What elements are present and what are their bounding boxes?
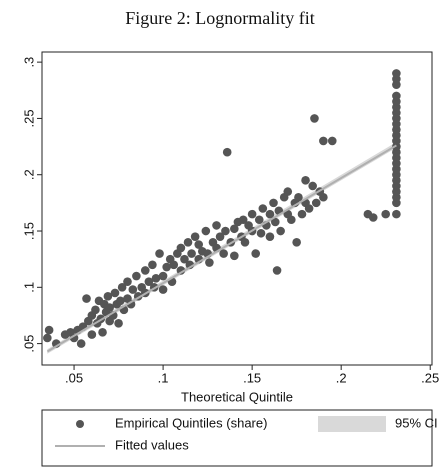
point — [158, 271, 168, 281]
point — [155, 249, 164, 258]
point — [230, 224, 239, 234]
chart-title: Figure 2: Lognormality fit — [125, 8, 314, 28]
point — [117, 283, 127, 292]
point — [311, 198, 321, 208]
x-tick-label: .15 — [243, 370, 261, 385]
point — [297, 209, 307, 219]
point — [327, 136, 337, 146]
point — [319, 136, 328, 146]
point — [180, 254, 189, 264]
point — [187, 249, 196, 258]
point — [219, 249, 228, 258]
point — [76, 339, 86, 348]
point — [194, 240, 204, 249]
point — [392, 91, 401, 101]
point — [105, 303, 114, 312]
point — [238, 215, 248, 225]
point — [269, 198, 278, 208]
point — [240, 237, 250, 247]
point — [368, 213, 378, 222]
point — [114, 319, 123, 328]
point — [381, 209, 390, 219]
x-tick-label: .2 — [336, 370, 347, 385]
point — [201, 226, 211, 236]
point — [301, 176, 310, 185]
point — [221, 226, 230, 236]
point — [251, 249, 260, 258]
point — [132, 271, 141, 281]
point — [162, 262, 171, 272]
y-tick-label: .05 — [21, 335, 36, 353]
point — [310, 114, 319, 123]
point — [276, 226, 285, 236]
x-tick-label: .05 — [65, 370, 83, 385]
point — [205, 258, 214, 267]
legend-marker — [76, 420, 84, 428]
point — [128, 285, 138, 294]
fit-line — [46, 144, 397, 353]
point — [69, 333, 79, 343]
point — [190, 232, 200, 241]
point — [140, 266, 150, 275]
point — [103, 292, 113, 301]
x-tick-label: .1 — [158, 370, 169, 385]
legend-swatch — [318, 416, 386, 432]
point — [158, 285, 168, 294]
point — [392, 69, 401, 78]
point — [212, 221, 221, 230]
point — [272, 266, 282, 275]
point — [87, 330, 97, 339]
point — [319, 192, 328, 202]
y-tick-label: .2 — [21, 169, 36, 180]
point — [265, 209, 275, 219]
y-tick-label: .1 — [21, 282, 36, 293]
point — [82, 294, 91, 303]
point — [254, 215, 264, 225]
point — [304, 204, 314, 213]
legend-label: Fitted values — [115, 437, 189, 452]
x-tick-label: .25 — [421, 370, 439, 385]
point — [215, 232, 225, 241]
point — [270, 217, 280, 227]
point — [183, 237, 193, 247]
legend-box — [41, 409, 433, 467]
point — [308, 181, 317, 191]
point — [110, 288, 120, 298]
y-tick-label: .3 — [21, 57, 36, 68]
point — [176, 243, 186, 253]
point — [116, 296, 125, 306]
point — [123, 277, 132, 286]
point — [392, 209, 401, 219]
y-tick-label: .25 — [21, 109, 36, 127]
point — [247, 209, 257, 219]
point — [169, 260, 179, 270]
point — [294, 192, 303, 202]
point — [287, 215, 296, 225]
point — [98, 328, 107, 337]
x-axis-title: Theoretical Quintile — [181, 389, 293, 404]
point — [126, 299, 136, 309]
point — [43, 333, 52, 343]
point — [283, 187, 293, 196]
legend-label: Empirical Quintiles (share) — [115, 415, 267, 430]
legend-label: 95% CI — [395, 415, 438, 430]
point — [292, 237, 301, 247]
point — [176, 266, 186, 275]
point — [91, 305, 100, 315]
point — [44, 325, 54, 335]
point — [144, 277, 154, 286]
point — [151, 274, 161, 283]
point — [258, 204, 268, 213]
point — [230, 251, 239, 261]
point — [222, 147, 232, 157]
point — [265, 232, 275, 241]
plot-frame — [41, 51, 433, 366]
point — [148, 260, 157, 270]
point — [256, 228, 266, 238]
y-tick-label: .15 — [21, 222, 36, 240]
